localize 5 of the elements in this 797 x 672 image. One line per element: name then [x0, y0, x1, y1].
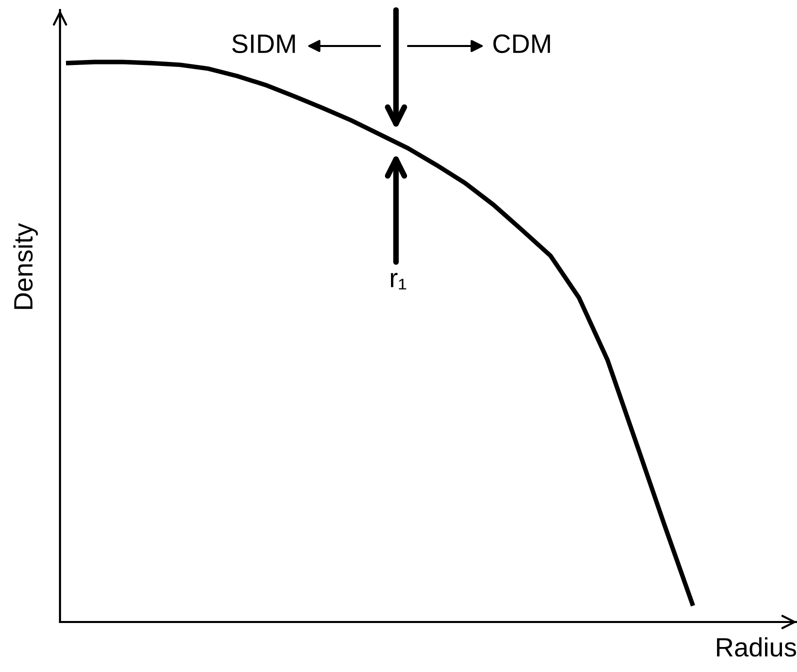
y-axis-title: Density [13, 223, 38, 309]
text: CDM [493, 34, 550, 54]
annotation: r₁ [390, 272, 406, 290]
text: SIDM [232, 34, 295, 54]
x-axis-title: Radius [717, 637, 796, 657]
